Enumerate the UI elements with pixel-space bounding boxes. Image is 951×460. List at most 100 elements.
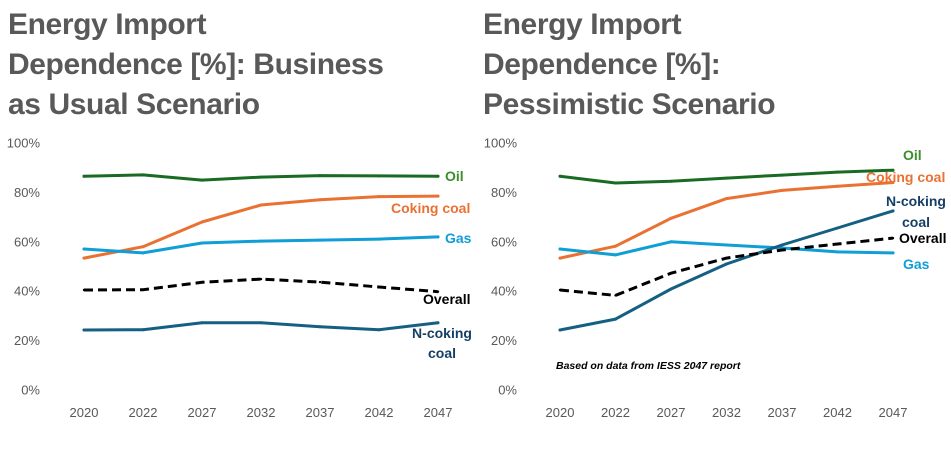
point-coking-coal-2032-pessimistic bbox=[725, 197, 728, 201]
point-gas-2027-pessimistic bbox=[669, 240, 673, 244]
point-overall-2037-pessimistic bbox=[780, 248, 784, 252]
point-overall-2042-bau bbox=[377, 285, 381, 289]
point-gas-2032-pessimistic bbox=[725, 243, 728, 247]
point-oil-2037-pessimistic bbox=[780, 173, 784, 177]
point-oil-2042-pessimistic bbox=[836, 170, 839, 174]
point-gas-2022-bau bbox=[141, 251, 145, 255]
point-n-coking-coal-2047-pessimistic bbox=[891, 209, 895, 213]
point-overall-2027-pessimistic bbox=[669, 272, 673, 275]
point-oil-2027-bau bbox=[200, 178, 204, 182]
point-coking-coal-2037-bau bbox=[318, 198, 322, 202]
point-oil-2047-bau bbox=[436, 174, 440, 178]
x-tick-label-2037-pessimistic: 2037 bbox=[768, 405, 797, 420]
point-coking-coal-2042-pessimistic bbox=[836, 184, 839, 188]
y-tick-label-80-pessimistic: 80% bbox=[491, 185, 517, 200]
x-tick-label-2022-pessimistic: 2022 bbox=[601, 405, 630, 420]
point-n-coking-coal-2042-bau bbox=[377, 328, 381, 332]
series-label-overall-pessimistic: Overall bbox=[899, 230, 947, 246]
point-n-coking-coal-2042-pessimistic bbox=[836, 226, 839, 230]
point-oil-2020-pessimistic bbox=[558, 174, 562, 178]
chart-pessimistic: 0% 20% 40% 60% 80% 100% 2020 2022 2027 2032 2037 20… bbox=[484, 136, 908, 421]
point-overall-2037-bau bbox=[318, 280, 322, 284]
point-coking-coal-2042-bau bbox=[377, 195, 381, 199]
point-coking-coal-2022-pessimistic bbox=[614, 244, 617, 248]
point-gas-2047-pessimistic bbox=[891, 251, 895, 255]
point-n-coking-coal-2037-bau bbox=[318, 325, 322, 329]
point-n-coking-coal-2047-bau bbox=[436, 321, 440, 325]
x-tick-label-2042-bau: 2042 bbox=[365, 405, 394, 420]
point-oil-2022-bau bbox=[141, 173, 145, 177]
point-coking-coal-2027-pessimistic bbox=[669, 216, 673, 220]
point-gas-2022-pessimistic bbox=[614, 253, 617, 257]
series-line-n-coking-coal-pessimistic bbox=[558, 209, 895, 332]
point-n-coking-coal-2037-pessimistic bbox=[780, 243, 784, 247]
y-tick-label-20-bau: 20% bbox=[14, 333, 40, 348]
chart-title-pessimistic: Energy Import Dependence [%]: Pessimisti… bbox=[483, 8, 776, 121]
point-n-coking-coal-2032-bau bbox=[259, 321, 263, 325]
point-n-coking-coal-2027-bau bbox=[200, 321, 204, 325]
y-tick-label-100-bau: 100% bbox=[7, 136, 41, 151]
x-tick-label-2020-bau: 2020 bbox=[70, 405, 99, 420]
point-gas-2027-bau bbox=[200, 241, 204, 245]
point-oil-2042-bau bbox=[377, 174, 381, 178]
x-tick-label-2047-bau: 2047 bbox=[424, 405, 453, 420]
point-gas-2042-pessimistic bbox=[836, 250, 839, 254]
point-oil-2032-pessimistic bbox=[725, 176, 728, 180]
x-tick-label-2027-bau: 2027 bbox=[188, 405, 217, 420]
point-overall-2047-pessimistic bbox=[891, 236, 895, 240]
series-label-gas-pessimistic: Gas bbox=[903, 256, 930, 272]
point-n-coking-coal-2027-pessimistic bbox=[669, 287, 673, 291]
series-label-oil-bau: Oil bbox=[445, 168, 464, 184]
point-oil-2037-bau bbox=[318, 174, 322, 178]
series-label-oil-pessimistic: Oil bbox=[903, 147, 922, 163]
y-tick-label-60-pessimistic: 60% bbox=[491, 234, 517, 249]
series-label-coking-coal-pessimistic: Coking coal bbox=[866, 169, 946, 185]
point-overall-2020-bau bbox=[82, 288, 86, 292]
point-coking-coal-2037-pessimistic bbox=[780, 188, 784, 192]
point-coking-coal-2047-bau bbox=[436, 194, 440, 198]
point-n-coking-coal-2022-pessimistic bbox=[614, 317, 617, 321]
y-tick-label-40-bau: 40% bbox=[14, 284, 40, 299]
y-tick-label-0-pessimistic: 0% bbox=[498, 383, 517, 398]
point-gas-2020-bau bbox=[82, 247, 86, 251]
point-oil-2020-bau bbox=[82, 174, 86, 178]
series-label-n-coking-coal-bau: N-coking coal bbox=[412, 325, 472, 361]
point-gas-2032-bau bbox=[259, 239, 263, 243]
point-overall-2020-pessimistic bbox=[558, 288, 562, 292]
point-gas-2020-pessimistic bbox=[558, 247, 562, 251]
point-overall-2022-bau bbox=[141, 288, 145, 291]
y-tick-label-100-pessimistic: 100% bbox=[484, 136, 518, 151]
series-label-gas-bau: Gas bbox=[445, 230, 472, 246]
x-tick-label-2027-pessimistic: 2027 bbox=[657, 405, 686, 420]
series-line-gas-bau bbox=[82, 235, 440, 255]
point-coking-coal-2032-bau bbox=[259, 203, 263, 207]
series-label-coking-coal-bau: Coking coal bbox=[391, 200, 471, 216]
y-tick-label-20-pessimistic: 20% bbox=[491, 333, 517, 348]
chart-title-business-as-usual: Energy Import Dependence [%]: Business a… bbox=[8, 8, 384, 121]
series-line-overall-bau bbox=[83, 277, 439, 294]
point-overall-2032-pessimistic bbox=[725, 256, 728, 260]
chart-business-as-usual: 0% 20% 40% 60% 80% 100% 2020 2022 2027 2032 2037 20… bbox=[7, 136, 453, 421]
x-tick-label-2042-pessimistic: 2042 bbox=[823, 405, 852, 420]
x-tick-label-2022-bau: 2022 bbox=[129, 405, 158, 420]
x-tick-label-2037-bau: 2037 bbox=[306, 405, 335, 420]
point-overall-2027-bau bbox=[200, 281, 204, 284]
x-tick-label-2032-bau: 2032 bbox=[247, 405, 276, 420]
point-overall-2032-bau bbox=[259, 277, 263, 281]
y-tick-label-60-bau: 60% bbox=[14, 234, 40, 249]
point-n-coking-coal-2022-bau bbox=[141, 328, 145, 332]
series-label-overall-bau: Overall bbox=[423, 291, 471, 307]
point-coking-coal-2020-pessimistic bbox=[558, 256, 562, 260]
point-coking-coal-2020-bau bbox=[82, 256, 86, 260]
y-tick-label-40-pessimistic: 40% bbox=[491, 284, 517, 299]
point-overall-2047-bau bbox=[436, 290, 440, 293]
point-oil-2032-bau bbox=[259, 175, 263, 179]
point-oil-2022-pessimistic bbox=[614, 181, 617, 185]
series-label-n-coking-coal-pessimistic: N-coking coal bbox=[886, 193, 946, 230]
point-gas-2037-bau bbox=[318, 238, 322, 242]
point-overall-2042-pessimistic bbox=[836, 242, 839, 246]
x-tick-label-2032-pessimistic: 2032 bbox=[712, 405, 741, 420]
y-tick-label-0-bau: 0% bbox=[21, 383, 40, 398]
